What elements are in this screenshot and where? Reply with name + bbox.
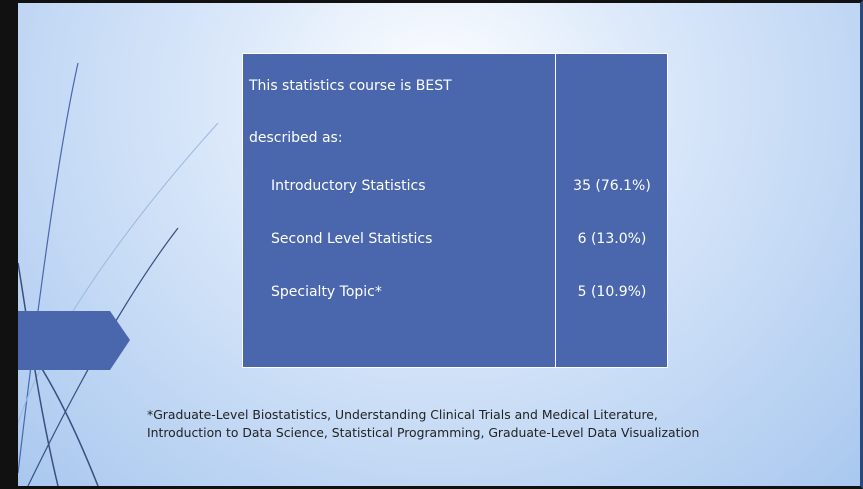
row-value: 35 (76.1%) (573, 178, 651, 194)
row-label: Second Level Statistics (271, 231, 433, 247)
row-value: 5 (10.9%) (577, 284, 647, 300)
deco-line (18, 62, 79, 474)
footnote-line: *Graduate-Level Biostatistics, Understan… (147, 407, 658, 422)
row-label: Specialty Topic* (271, 284, 382, 300)
table-row: Second Level Statistics 6 (13.0%) (243, 227, 669, 251)
table-row: Introductory Statistics 35 (76.1%) (243, 174, 669, 198)
decoration (18, 62, 219, 486)
arrow-shape (18, 311, 130, 370)
footnote: *Graduate-Level Biostatistics, Understan… (147, 406, 699, 442)
table: This statistics course is BEST described… (242, 53, 668, 368)
row-label: Introductory Statistics (271, 178, 426, 194)
row-value: 6 (13.0%) (577, 231, 647, 247)
footnote-line: Introduction to Data Science, Statistica… (147, 425, 700, 440)
column-divider (555, 54, 556, 367)
table-row: Specialty Topic* 5 (10.9%) (243, 280, 669, 304)
table-header: This statistics course is BEST described… (249, 78, 452, 146)
deco-line (18, 122, 219, 424)
